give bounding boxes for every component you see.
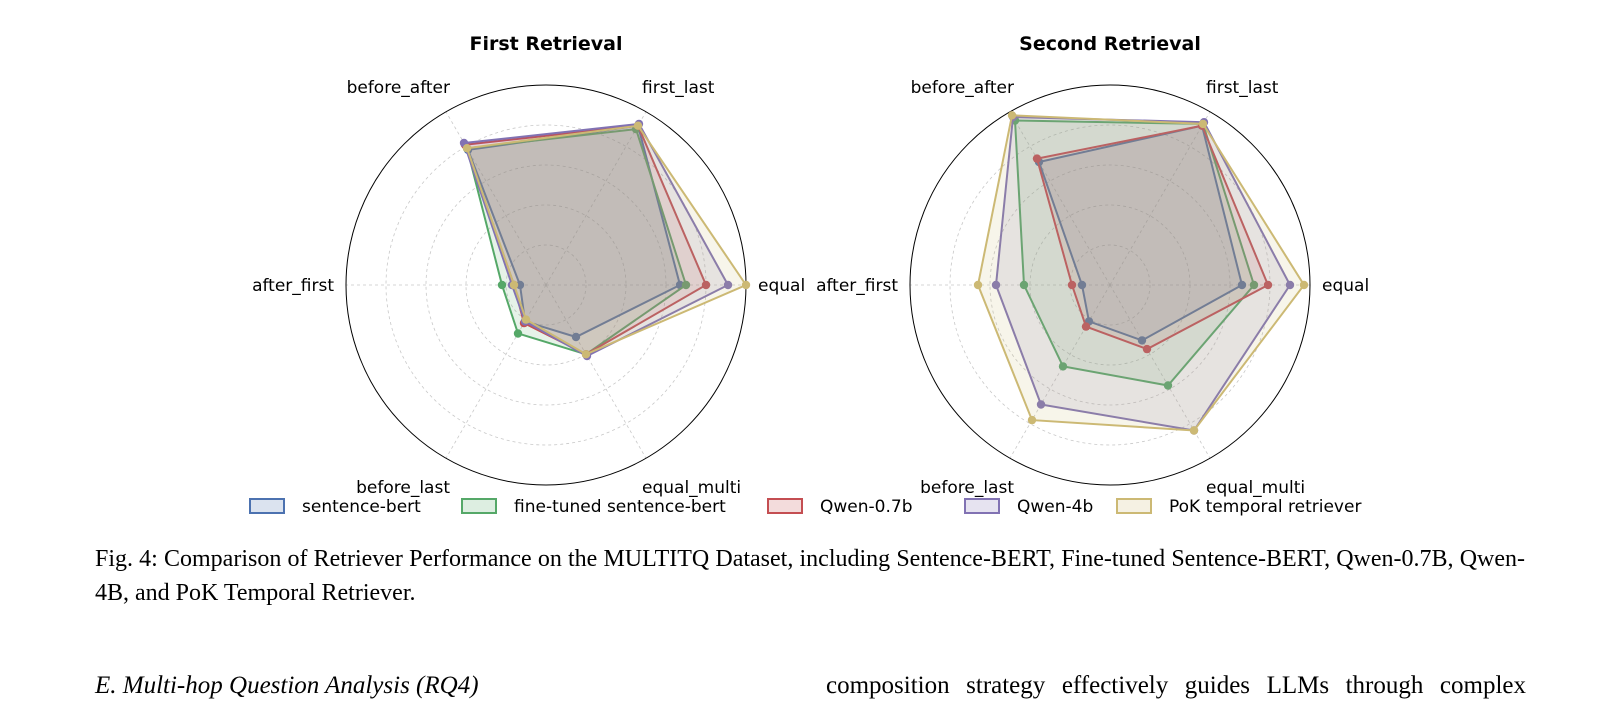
data-point — [1189, 426, 1199, 435]
legend-swatch — [964, 498, 1000, 514]
data-point — [1077, 280, 1087, 290]
chart-title-first: First Retrieval — [470, 33, 623, 55]
data-point — [1019, 280, 1029, 290]
data-point — [723, 280, 733, 290]
data-point — [741, 280, 751, 290]
data-point — [521, 315, 531, 324]
data-point — [1137, 336, 1147, 345]
axis-label-first-last: first_last — [1206, 78, 1279, 98]
data-point — [1067, 280, 1077, 290]
data-point — [1198, 119, 1208, 129]
data-point — [1142, 344, 1152, 354]
data-point — [571, 332, 581, 342]
data-point — [1027, 415, 1037, 425]
data-point — [633, 121, 643, 130]
data-point — [1007, 111, 1017, 120]
data-point — [681, 280, 691, 290]
data-point — [1058, 362, 1068, 371]
legend-item-sentence-bert: sentence-bert — [249, 497, 421, 517]
legend-item-fine-tuned-sentence-bert: fine-tuned sentence-bert — [461, 497, 726, 517]
data-point — [1081, 322, 1091, 331]
grid-circle — [505, 244, 587, 326]
legend-swatch — [767, 498, 803, 514]
axis-label-before-after: before_after — [911, 78, 1014, 98]
section-heading: E. Multi-hop Question Analysis (RQ4) — [95, 672, 479, 699]
legend: sentence-bert fine-tuned sentence-bert Qwe… — [249, 497, 1361, 517]
radar-figure: First Retrieval Second Retrieval first_l… — [249, 33, 1369, 517]
series-pok-temporal-retriever — [462, 121, 751, 359]
legend-label: Qwen-4b — [1017, 497, 1093, 517]
figure-caption: Fig. 4: Comparison of Retriever Performa… — [95, 546, 1525, 606]
axis-label-equal-multi: equal_multi — [642, 478, 741, 498]
axis-label-equal-multi: equal_multi — [1206, 478, 1305, 498]
series-qwen-0-7b — [1032, 121, 1273, 354]
series-area — [465, 124, 748, 356]
data-point — [1263, 280, 1273, 290]
legend-label: fine-tuned sentence-bert — [514, 497, 726, 517]
data-point — [515, 280, 525, 290]
axis-label-first-last: first_last — [642, 78, 715, 98]
data-point — [497, 280, 507, 290]
legend-label: sentence-bert — [302, 497, 421, 517]
data-point — [991, 280, 1001, 290]
data-point — [1249, 280, 1259, 290]
data-point — [513, 329, 523, 338]
legend-swatch — [1116, 498, 1152, 514]
radar-frame — [909, 84, 1311, 486]
data-point — [1036, 400, 1046, 409]
data-point — [701, 280, 711, 290]
data-point — [1237, 280, 1247, 290]
axis-label-before-after: before_after — [347, 78, 450, 98]
data-point — [462, 144, 472, 153]
series-area — [976, 114, 1306, 432]
axis-label-after-first: after_first — [252, 276, 334, 296]
grid-circle — [1069, 244, 1151, 326]
data-point — [973, 280, 983, 290]
series-pok-temporal-retriever — [973, 111, 1309, 435]
axis-label-before-last: before_last — [920, 478, 1014, 498]
data-point — [1163, 381, 1173, 390]
legend-label: PoK temporal retriever — [1169, 497, 1361, 517]
legend-swatch — [249, 498, 285, 514]
legend-swatch — [461, 498, 497, 514]
data-point — [1285, 280, 1295, 290]
legend-label: Qwen-0.7b — [820, 497, 912, 517]
data-point — [1299, 280, 1309, 290]
chart-title-second: Second Retrieval — [1019, 33, 1201, 55]
legend-item-qwen-4b: Qwen-4b — [964, 497, 1093, 517]
legend-item-pok-temporal-retriever: PoK temporal retriever — [1116, 497, 1361, 517]
data-point — [1032, 154, 1042, 163]
axis-label-before-last: before_last — [356, 478, 450, 498]
data-point — [581, 350, 591, 359]
axis-label-equal: equal — [758, 276, 805, 296]
data-point — [509, 280, 519, 290]
axis-label-equal: equal — [1322, 276, 1369, 296]
legend-item-qwen-0-7b: Qwen-0.7b — [767, 497, 912, 517]
body-text-column-2: composition strategy effectively guides … — [826, 672, 1526, 699]
axis-label-after-first: after_first — [816, 276, 898, 296]
